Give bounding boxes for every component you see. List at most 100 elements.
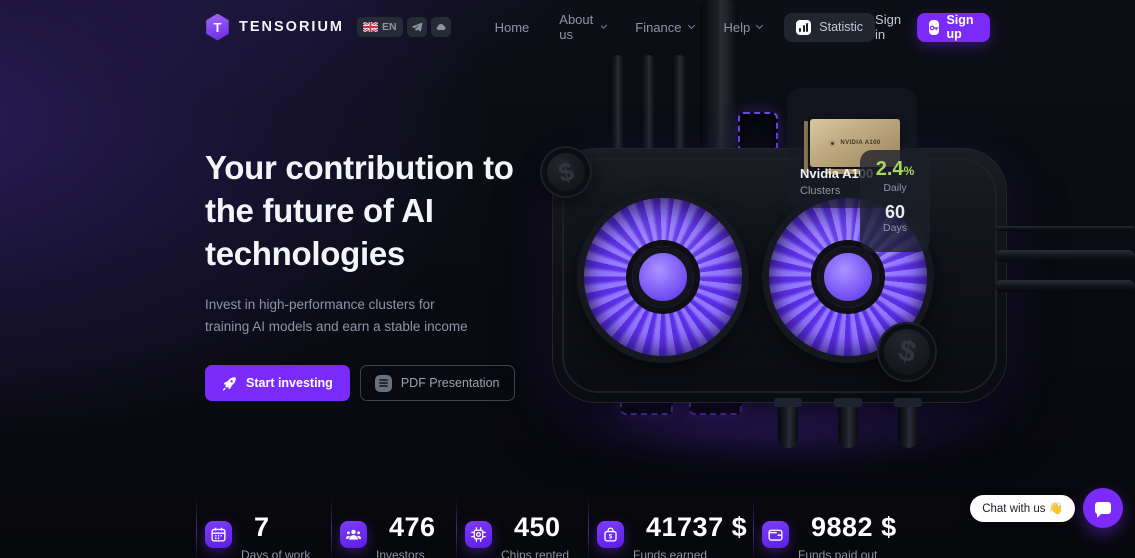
sign-up-label: Sign up (946, 13, 974, 41)
chip-icon (738, 112, 778, 152)
nav-label: Finance (635, 19, 682, 35)
hero-title: Your contribution to the future of AI te… (205, 146, 545, 275)
stat-funds-earned: $ 41737 $ Funds earned (587, 498, 748, 558)
start-investing-button[interactable]: Start investing (205, 365, 350, 401)
period-label: Days (883, 222, 907, 234)
stat-value: 450 (514, 512, 561, 542)
main-nav: Home About us Finance Help (495, 12, 764, 42)
gpu-frame (562, 158, 997, 393)
hero-subtitle: Invest in high-performance clusters for … (205, 294, 545, 338)
chevron-down-icon (600, 22, 607, 29)
stat-value: 9882 $ (811, 512, 897, 542)
stat-days-of-work: 7 Days of work (195, 498, 310, 558)
chat-button[interactable] (1083, 488, 1123, 528)
statistic-button[interactable]: Statistic (784, 12, 876, 42)
stat-text: 41737 $ Funds earned (633, 512, 748, 558)
fan-hub (817, 246, 879, 308)
chat-label: Chat with us 👋 (982, 503, 1063, 515)
subtitle-line: Invest in high-performance clusters for (205, 297, 435, 312)
pipe (672, 55, 686, 165)
board-label: NVIDIA A100 (840, 140, 881, 146)
title-line: technologies (205, 235, 405, 272)
nav-label: About us (559, 12, 594, 42)
brand-name: TENSORIUM (239, 19, 344, 35)
key-icon (929, 19, 940, 35)
stat-funds-paid-out: 9882 $ Funds paid out (753, 498, 897, 558)
header: T TENSORIUM EN Home A (205, 12, 991, 42)
nav-item-finance[interactable]: Finance (635, 19, 695, 35)
title-line: Your contribution to (205, 149, 514, 186)
funds-earned-icon: $ (597, 521, 624, 548)
fan-hub (632, 246, 694, 308)
document-icon (374, 374, 392, 392)
language-selector[interactable]: EN (357, 17, 403, 37)
stat-value: 476 (389, 512, 436, 542)
stat-label: Funds paid out (798, 548, 878, 558)
stats-row: 7 Days of work 476 Investors 450 Chips r… (0, 498, 1135, 558)
cta-row: Start investing PDF Presentation (205, 365, 545, 401)
calendar-icon (205, 521, 232, 548)
nav-item-help[interactable]: Help (723, 19, 764, 35)
svg-text:$: $ (609, 534, 613, 541)
nav-label: Help (723, 19, 751, 35)
uk-flag-icon (363, 22, 378, 32)
sign-in-link[interactable]: Sign in (875, 12, 902, 42)
pipe (610, 55, 624, 165)
stat-label: Investors (376, 548, 425, 558)
logo-hexagon-icon: T (206, 13, 229, 41)
stat-label: Chips rented (501, 548, 570, 558)
messenger-button[interactable] (430, 17, 451, 37)
bar-chart-icon (796, 19, 812, 35)
daily-rate-value: 2.4 (875, 158, 904, 180)
nav-item-home[interactable]: Home (495, 20, 530, 35)
start-investing-label: Start investing (246, 376, 333, 390)
stat-text: 450 Chips rented (501, 512, 569, 558)
telegram-icon (411, 22, 423, 32)
daily-rate-unit: % (903, 164, 915, 178)
stat-label: Days of work (241, 548, 311, 558)
stat-text: 7 Days of work (241, 512, 310, 558)
daily-rate-label: Daily (883, 182, 907, 194)
telegram-button[interactable] (406, 17, 427, 37)
language-social-group: EN (357, 17, 451, 37)
nvidia-logo-icon (829, 139, 837, 147)
stat-text: 476 Investors (376, 512, 436, 558)
chat-with-us-pill[interactable]: Chat with us 👋 (970, 494, 1075, 522)
gpu-card-body (552, 148, 1007, 403)
pipe (834, 398, 862, 448)
pipe (641, 55, 655, 165)
title-line: the future of AI (205, 192, 434, 229)
product-name: Nvidia A100 (800, 166, 874, 181)
chat-widget: Chat with us 👋 (970, 488, 1123, 528)
pipe (774, 398, 802, 448)
daily-rate: 2.4% (860, 159, 930, 181)
stat-chips-rented: 450 Chips rented (455, 498, 569, 558)
chevron-down-icon (687, 21, 695, 30)
pipe (700, 0, 738, 175)
pipe (995, 280, 1135, 292)
stat-value: 41737 $ (646, 512, 748, 542)
sign-up-button[interactable]: Sign up (917, 12, 991, 42)
investors-icon (340, 521, 367, 548)
chevron-down-icon (756, 21, 764, 30)
pipe (995, 250, 1135, 262)
chip-icon (465, 521, 492, 548)
stat-investors: 476 Investors (331, 498, 436, 558)
nav-item-about-us[interactable]: About us (559, 12, 607, 42)
nav-label: Home (494, 19, 530, 35)
statistic-label: Statistic (819, 20, 864, 34)
rocket-icon (222, 376, 236, 391)
stat-value: 7 (254, 512, 270, 542)
language-label: EN (382, 21, 397, 33)
stat-label: Funds earned (633, 548, 708, 558)
subtitle-line: training AI models and earn a stable inc… (205, 319, 468, 334)
fan-blades (584, 198, 742, 356)
stat-text: 9882 $ Funds paid out (798, 512, 897, 558)
pdf-presentation-button[interactable]: PDF Presentation (359, 365, 515, 401)
logo[interactable]: T TENSORIUM (205, 13, 344, 41)
wallet-icon (762, 521, 789, 548)
gpu-fan-left (577, 191, 749, 363)
rate-card: 2.4% Daily 60 Days (860, 150, 930, 252)
